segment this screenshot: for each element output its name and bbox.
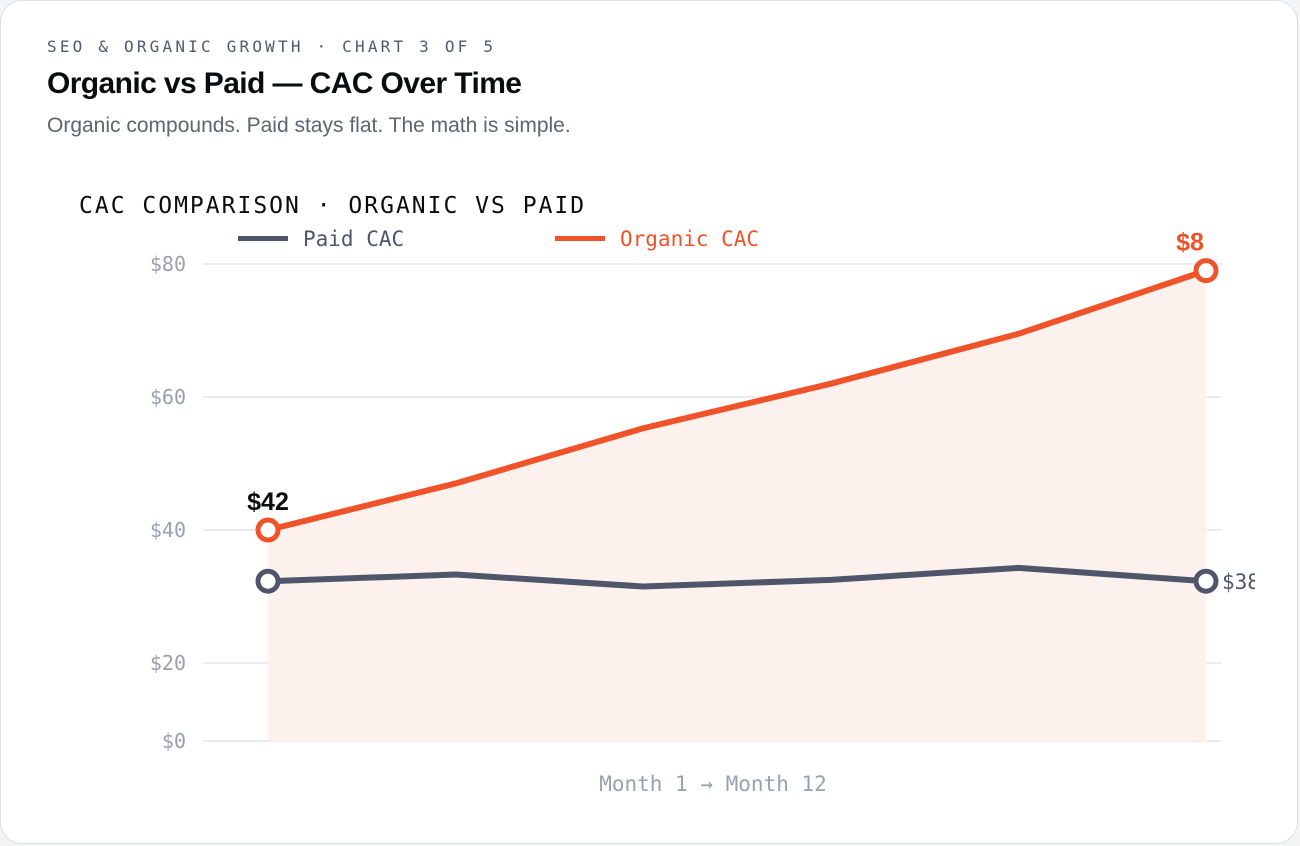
organic-end-label: $8 — [1176, 229, 1204, 257]
paid-cac-line — [265, 564, 1209, 590]
paid-end-point — [1193, 568, 1219, 594]
y-tick-label: $40 — [150, 518, 186, 542]
legend-label-organic: Organic CAC — [620, 227, 760, 251]
y-tick-label: $20 — [150, 651, 186, 675]
paid-end-label: $38 — [1222, 570, 1260, 594]
organic-end-point — [1193, 258, 1219, 284]
page-subtitle: Organic compounds. Paid stays flat. The … — [47, 114, 571, 137]
point-labels: $42 $8 $38 — [247, 229, 1260, 595]
y-tick-label: $0 — [162, 729, 186, 753]
y-tick-label: $80 — [150, 252, 186, 276]
paid-start-point — [255, 568, 281, 594]
x-axis-label: Month 1 → Month 12 — [599, 772, 827, 796]
legend-label-paid: Paid CAC — [303, 227, 405, 251]
series-points — [255, 258, 1219, 594]
organic-cac-line — [265, 267, 1209, 533]
series-lines — [265, 267, 1209, 590]
organic-start-label: $42 — [247, 488, 289, 516]
organic-area-fill — [268, 270, 1206, 741]
page-title: Organic vs Paid — CAC Over Time — [47, 67, 522, 100]
chart-title: CAC COMPARISON · ORGANIC VS PAID — [79, 193, 587, 219]
legend-swatch-organic — [555, 236, 605, 241]
y-axis-ticks: $0 $20 $40 $60 $80 — [150, 252, 186, 753]
organic-area — [268, 270, 1206, 741]
eyebrow-label: SEO & ORGANIC GROWTH · CHART 3 OF 5 — [47, 37, 497, 56]
y-tick-label: $60 — [150, 385, 186, 409]
legend-swatch-paid — [238, 236, 288, 241]
organic-start-point — [255, 517, 281, 543]
